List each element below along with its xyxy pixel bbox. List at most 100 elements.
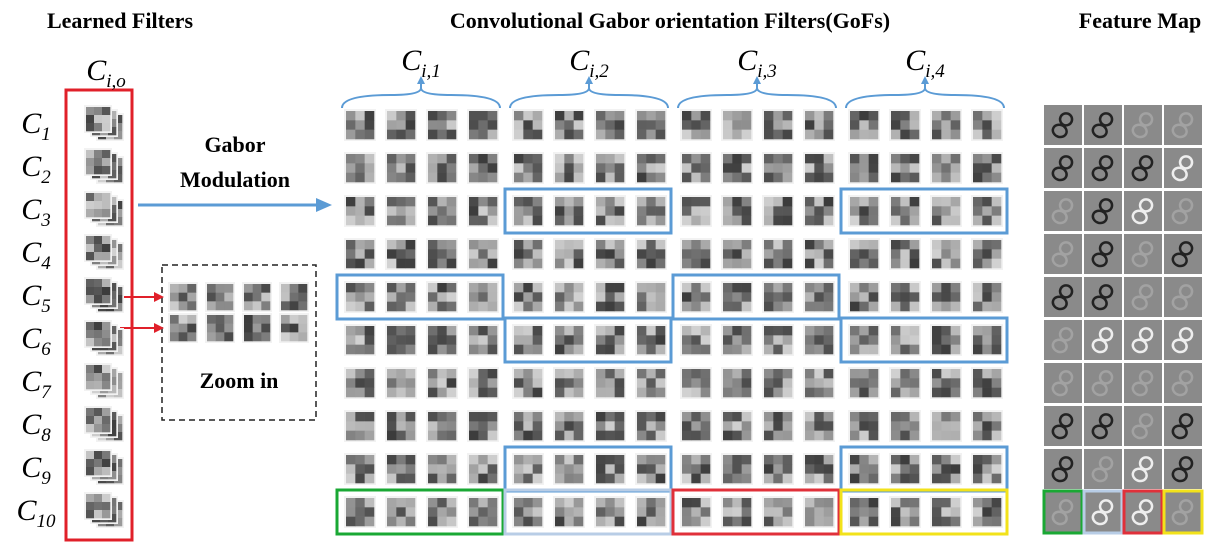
filter-pixel <box>909 455 920 465</box>
filter-pixel <box>868 498 879 508</box>
filter-pixel <box>555 344 565 355</box>
filter-pixel <box>108 283 117 292</box>
filter-pixel <box>700 455 711 465</box>
filter-pixel <box>950 292 961 302</box>
filter-pixel <box>605 326 615 336</box>
filter-pixel <box>469 111 479 121</box>
digit-stroke <box>1091 209 1108 225</box>
filter-pixel <box>446 249 457 259</box>
filter-pixel <box>900 240 910 250</box>
filter-pixel <box>823 258 834 269</box>
filter-pixel <box>655 326 666 336</box>
c-letter: C <box>86 54 107 87</box>
filter-pixel <box>823 455 834 465</box>
filter-pixel <box>261 332 271 342</box>
filter-pixel <box>691 369 701 379</box>
filter-pixel <box>932 283 942 293</box>
filter-pixel <box>396 283 406 293</box>
filter-pixel <box>614 206 625 216</box>
filter-pixel <box>773 301 783 312</box>
filter-pixel <box>437 507 447 517</box>
filter-pixel <box>364 473 375 484</box>
c-label: Ci,1 <box>401 44 441 82</box>
highlight-box <box>503 488 673 536</box>
filter-pixel <box>891 120 901 130</box>
filter-pixel <box>428 154 438 164</box>
filter-pixel <box>252 332 262 342</box>
filter-pixel <box>691 206 701 216</box>
filter-pixel <box>891 498 901 508</box>
filter-pixel <box>514 154 524 164</box>
filter-pixel <box>900 378 910 388</box>
filter-pixel <box>355 258 365 269</box>
filter-pixel <box>346 215 356 226</box>
filter-pixel <box>387 154 397 164</box>
filter-pixel <box>868 455 879 465</box>
filter-pixel <box>682 120 692 130</box>
filter-pixel <box>178 301 188 311</box>
filter-pixel <box>682 387 692 398</box>
filter-pixel <box>637 455 647 465</box>
filter-pixel <box>773 387 783 398</box>
filter-pixel <box>614 258 625 269</box>
filter-pixel <box>682 498 692 508</box>
filter-pixel <box>741 430 752 441</box>
filter-pixel <box>732 344 742 355</box>
filter-pixel <box>646 283 656 293</box>
filter-pixel <box>102 381 111 390</box>
filter-pixel <box>564 412 574 422</box>
filter-pixel <box>891 206 901 216</box>
filter-pixel <box>108 170 117 179</box>
filter-pixel <box>982 154 992 164</box>
filter-pixel <box>437 292 447 302</box>
filter-pixel <box>114 166 123 175</box>
filter-pixel <box>973 473 983 484</box>
filter-pixel <box>932 369 942 379</box>
filter-pixel <box>850 206 860 216</box>
filter-pixel <box>514 292 524 302</box>
filter-pixel <box>108 291 117 300</box>
filter-pixel <box>114 131 123 140</box>
filter-pixel <box>982 378 992 388</box>
c-label: C2 <box>21 150 51 188</box>
filter-pixel <box>891 129 901 140</box>
filter-pixel <box>523 163 533 173</box>
filter-pixel <box>900 258 910 269</box>
filter-pixel <box>723 240 733 250</box>
filter-pixel <box>108 256 117 265</box>
filter-pixel <box>868 111 879 121</box>
filter-pixel <box>850 516 860 527</box>
filter-pixel <box>428 464 438 474</box>
filter-pixel <box>682 206 692 216</box>
filter-pixel <box>614 154 625 164</box>
filter-pixel <box>850 172 860 183</box>
filter-pixel <box>637 301 647 312</box>
filter-pixel <box>682 258 692 269</box>
filter-pixel <box>805 249 815 259</box>
filter-pixel <box>941 464 951 474</box>
filter-pixel <box>614 516 625 527</box>
filter-pixel <box>446 455 457 465</box>
filter-pixel <box>973 378 983 388</box>
filter-pixel <box>773 172 783 183</box>
filter-pixel <box>487 154 498 164</box>
filter-pixel <box>941 421 951 431</box>
filter-pixel <box>555 378 565 388</box>
filter-pixel <box>782 172 793 183</box>
filter-pixel <box>900 326 910 336</box>
filter-pixel <box>387 387 397 398</box>
filter-pixel <box>364 335 375 345</box>
filter-pixel <box>823 344 834 355</box>
filter-pixel <box>941 378 951 388</box>
filter-pixel <box>646 455 656 465</box>
filter-pixel <box>605 249 615 259</box>
filter-pixel <box>469 473 479 484</box>
brace <box>845 87 1005 109</box>
filter-pixel <box>437 129 447 140</box>
filter-pixel <box>289 323 299 333</box>
filter-pixel <box>941 430 951 441</box>
filter-pixel <box>764 215 774 226</box>
filter-pixel <box>108 506 117 515</box>
filter-pixel <box>428 249 438 259</box>
filter-pixel <box>773 215 783 226</box>
